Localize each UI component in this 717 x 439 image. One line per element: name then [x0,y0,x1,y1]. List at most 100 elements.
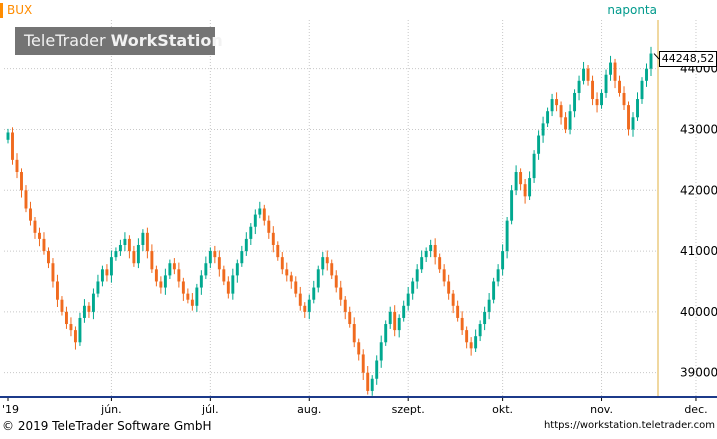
candle-body [384,324,388,343]
candle-body [609,62,612,75]
candle-body [406,293,410,306]
candle-body [546,111,550,124]
interval-label[interactable]: naponta [607,3,657,17]
candle-body [123,238,127,245]
candle-body [478,324,482,337]
candle-body [618,80,621,93]
candle-body [483,311,487,325]
candle-body [591,80,595,100]
candle-body [145,232,149,252]
candle-body [370,378,374,391]
candle-body [397,317,401,331]
candle-body [316,269,320,288]
candle-body [460,317,464,331]
candle-body [208,251,212,264]
x-tick-label: okt. [492,403,513,416]
candle-body [100,269,104,282]
source-url[interactable]: https://workstation.teletrader.com [543,420,715,431]
candle-body [613,62,617,81]
candle-body [438,257,442,270]
candle-body [105,269,109,276]
candle-body [645,68,648,81]
candle-body [249,226,253,239]
candle-body [343,299,347,312]
candle-body [514,172,518,191]
candle-body [550,99,554,112]
candle-body [487,299,491,312]
candle-body [267,220,271,233]
x-tick-label: dec. [684,403,707,416]
x-tick-label: jún. [100,403,122,416]
candle-body [519,172,523,185]
candles [6,46,653,396]
candle-body [271,232,275,245]
candle-body [447,281,451,294]
x-tick-label: '19 [2,403,19,416]
candle-body [298,293,302,306]
candle-body [523,184,527,197]
candle-body [244,238,248,252]
x-tick-label: nov. [590,403,613,416]
candle-body [456,305,460,318]
candle-body [154,269,158,282]
candle-body [285,269,289,276]
candle-body [181,281,185,294]
candle-body [442,269,446,282]
candle-body [595,99,599,106]
candle-body [141,232,145,245]
candle-body [366,372,370,391]
candle-body [69,324,73,331]
candle-body [168,263,172,276]
candle-body [532,153,536,179]
candle-body [289,275,293,282]
candle-body [622,92,626,106]
candle-body [577,80,581,93]
candle-body [334,275,338,288]
candle-body [640,80,644,100]
candle-body [586,68,590,81]
candle-body [415,269,419,282]
candle-body [474,336,478,349]
candle-body [136,244,140,264]
candle-body [496,269,500,282]
candle-body [636,99,639,118]
candle-body [330,263,334,276]
watermark-light-text: TeleTrader [24,31,111,50]
watermark-logo: TeleTrader WorkStation [15,27,223,55]
candle-body [20,172,23,191]
candle-body [492,281,496,300]
candle-body [564,117,568,130]
candle-body [15,159,19,173]
candle-body [537,135,541,154]
candle-body [402,305,406,318]
candle-body [420,257,424,270]
candle-body [190,299,194,306]
candle-body [240,251,244,264]
candle-body [253,214,257,227]
candle-body [411,281,415,294]
candle-body [127,238,131,252]
candle-body [388,311,392,325]
candle-body [222,269,226,282]
candle-body [424,251,428,258]
candle-body [262,208,266,221]
candle-body [24,190,28,209]
gridlines [4,20,697,397]
candle-body [528,178,532,197]
candle-body [627,105,630,130]
candle-body [195,287,199,306]
candle-body [465,330,469,343]
candle-body [172,263,176,270]
candle-body [109,257,113,276]
candle-body [573,92,577,112]
candle-body [91,293,95,312]
candle-body [469,342,473,349]
candle-body [505,220,509,252]
candle-body [114,251,118,258]
candle-body [29,208,32,221]
candle-body [379,342,383,361]
x-tick-label: szept. [392,403,425,416]
candle-body [321,257,325,270]
